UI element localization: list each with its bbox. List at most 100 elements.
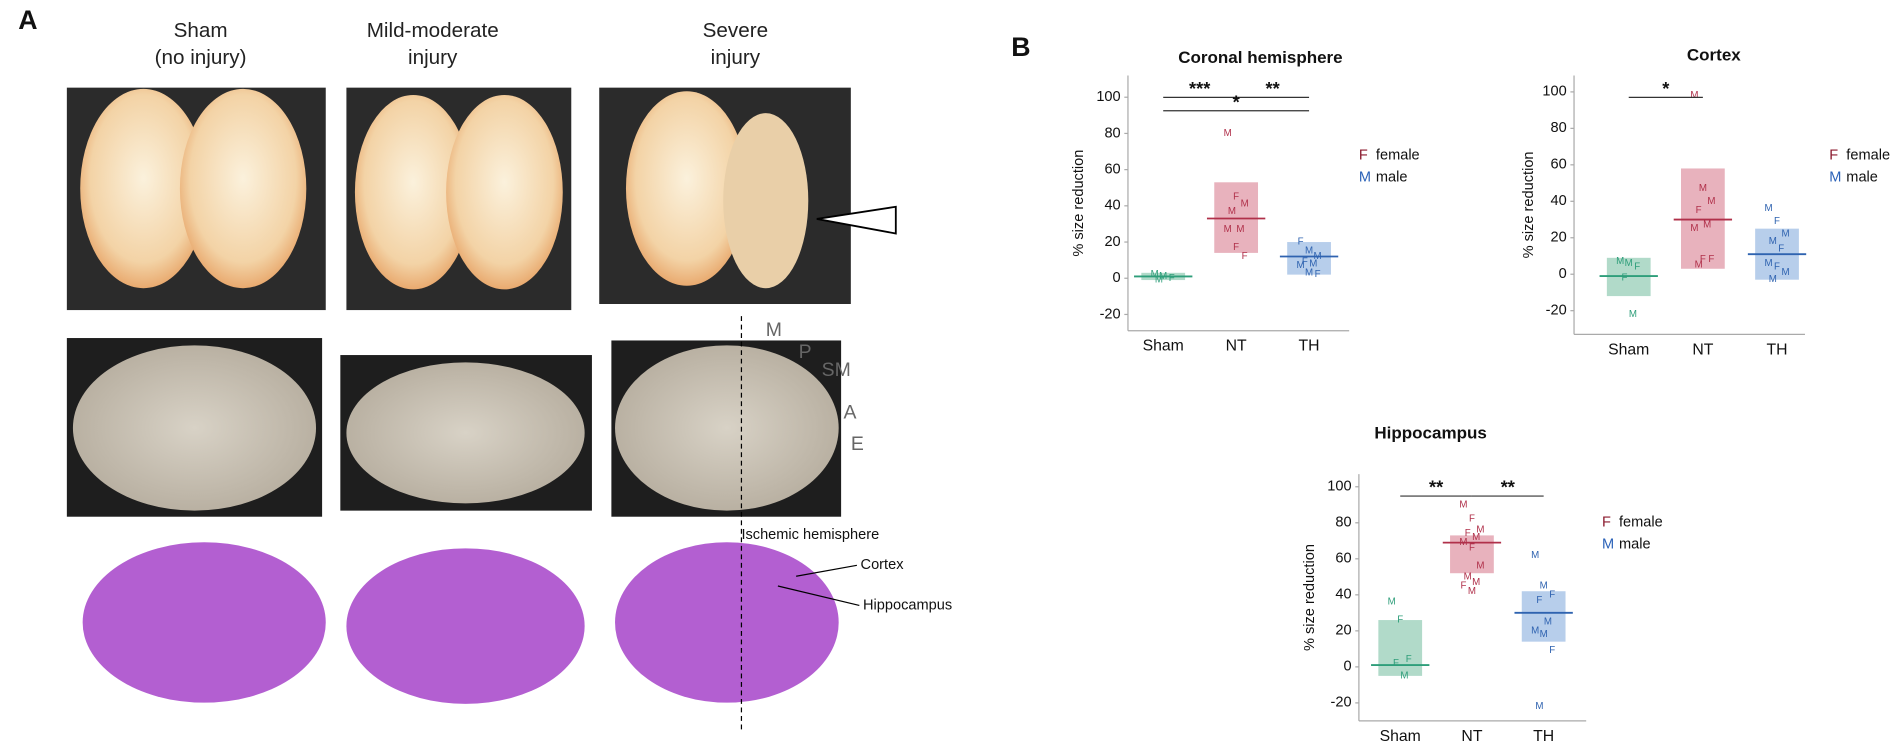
y-tick-label: 80	[1335, 515, 1351, 531]
legend-label: female	[1376, 148, 1420, 164]
data-point: F	[1469, 514, 1475, 525]
significance-label: *	[1662, 78, 1670, 99]
legend-marker: M	[1359, 169, 1371, 185]
data-point: M	[1625, 258, 1633, 269]
significance-label: *	[1233, 91, 1241, 112]
column-header: Sham	[174, 19, 228, 42]
data-point: M	[1781, 267, 1789, 278]
range-box	[1287, 242, 1331, 275]
data-point: F	[1778, 243, 1784, 254]
significance-label: ***	[1189, 78, 1211, 99]
data-point: M	[1151, 269, 1159, 280]
data-point: M	[1472, 577, 1480, 588]
data-point: F	[1169, 273, 1175, 284]
slice	[72, 345, 317, 511]
data-point: M	[1699, 183, 1707, 194]
brain	[446, 94, 563, 290]
chart-title: Coronal hemisphere	[1178, 48, 1342, 67]
slice	[346, 362, 585, 504]
y-tick-label: 40	[1551, 193, 1567, 209]
column-header: (no injury)	[155, 46, 247, 69]
data-point: F	[1315, 269, 1321, 280]
data-point: M	[1769, 236, 1777, 247]
data-point: M	[1769, 274, 1777, 285]
legend-marker: F	[1829, 148, 1838, 164]
y-tick-label: 60	[1551, 157, 1567, 173]
chart-title: Hippocampus	[1374, 424, 1486, 443]
data-point: M	[1703, 220, 1711, 231]
significance-label: **	[1501, 477, 1516, 498]
data-point: F	[1774, 261, 1780, 272]
data-point: M	[1690, 90, 1698, 101]
data-point: F	[1465, 528, 1471, 539]
pointer	[796, 564, 858, 577]
x-tick-label: TH	[1533, 728, 1554, 745]
region-label: P	[799, 341, 812, 363]
region-label: SM	[822, 359, 851, 381]
x-tick-label: NT	[1461, 728, 1482, 745]
y-tick-label: -20	[1331, 695, 1352, 711]
slice	[615, 345, 839, 511]
legend-marker: F	[1602, 515, 1611, 531]
data-point: M	[1224, 224, 1232, 235]
legend-marker: F	[1359, 148, 1368, 164]
y-tick-label: 100	[1327, 479, 1351, 495]
data-point: F	[1774, 216, 1780, 227]
data-point: F	[1393, 658, 1399, 669]
y-tick-label: 20	[1335, 623, 1351, 639]
data-point: M	[1224, 128, 1232, 139]
x-tick-label: TH	[1766, 341, 1787, 358]
data-point: F	[1298, 237, 1304, 248]
y-tick-label: 0	[1113, 270, 1121, 286]
data-point: M	[1629, 309, 1637, 320]
data-point: F	[1549, 589, 1555, 600]
data-point: F	[1242, 251, 1248, 262]
data-point: M	[1544, 616, 1552, 627]
data-point: M	[1236, 224, 1244, 235]
brain	[80, 88, 207, 289]
data-point: M	[1464, 571, 1472, 582]
data-point: M	[1305, 267, 1313, 278]
data-point: M	[1476, 525, 1484, 536]
y-tick-label: 60	[1104, 161, 1120, 177]
brain	[625, 91, 748, 286]
data-point: M	[1309, 258, 1317, 269]
data-point: F	[1634, 261, 1640, 272]
legend-label: male	[1619, 537, 1651, 553]
x-tick-label: Sham	[1143, 338, 1184, 355]
panel-label: B	[1011, 32, 1030, 62]
brain	[179, 88, 307, 289]
data-point: M	[1531, 550, 1539, 561]
data-point: F	[1700, 254, 1706, 265]
y-tick-label: 20	[1104, 234, 1120, 250]
data-point: M	[1535, 701, 1543, 712]
data-point: M	[1695, 260, 1703, 271]
y-tick-label: 20	[1551, 230, 1567, 246]
region-label: A	[844, 402, 857, 424]
panel-a: A Sham (no injury) Mild-moderate injury …	[18, 5, 952, 730]
legend-label: female	[1619, 515, 1663, 531]
y-tick-label: 100	[1542, 84, 1566, 100]
y-axis-label: % size reduction	[1302, 544, 1318, 651]
data-point: M	[1781, 229, 1789, 240]
stained-section	[615, 542, 839, 703]
x-tick-label: TH	[1299, 338, 1320, 355]
column-header: injury	[408, 46, 458, 69]
data-point: M	[1472, 532, 1480, 543]
data-point: M	[1476, 561, 1484, 572]
chart-title: Cortex	[1687, 46, 1741, 65]
legend-label: male	[1846, 169, 1878, 185]
legend-label: female	[1846, 148, 1890, 164]
data-point: F	[1549, 645, 1555, 656]
y-tick-label: 40	[1104, 198, 1120, 214]
stained-section	[346, 548, 585, 704]
y-tick-label: -20	[1100, 306, 1121, 322]
data-point: M	[1241, 199, 1249, 210]
legend-label: male	[1376, 169, 1408, 185]
data-point: F	[1708, 254, 1714, 265]
y-tick-label: 80	[1104, 125, 1120, 141]
brain	[354, 94, 472, 290]
data-point: M	[1764, 258, 1772, 269]
column-header: Severe	[703, 19, 768, 42]
